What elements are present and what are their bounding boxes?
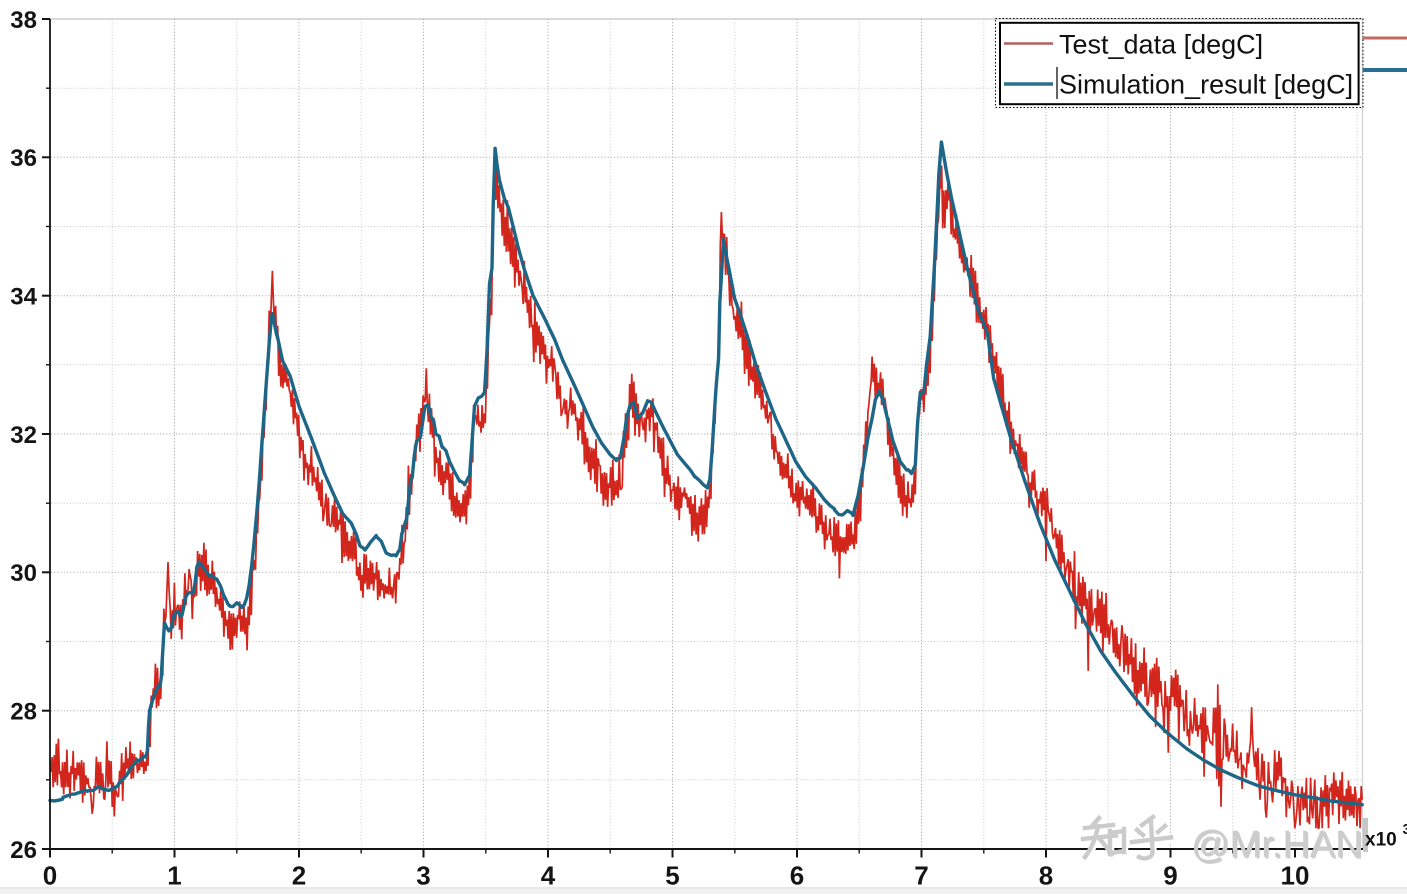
svg-text:3: 3 xyxy=(1403,821,1407,838)
svg-text:Test_data [degC]: Test_data [degC] xyxy=(1059,29,1263,59)
svg-text:32: 32 xyxy=(10,422,37,449)
svg-text:38: 38 xyxy=(10,7,37,34)
svg-text:34: 34 xyxy=(10,284,37,311)
svg-text:30: 30 xyxy=(10,560,37,587)
svg-text:9: 9 xyxy=(1163,861,1177,891)
svg-text:7: 7 xyxy=(914,861,928,891)
svg-text:10: 10 xyxy=(1281,861,1310,891)
svg-text:6: 6 xyxy=(790,861,804,891)
svg-text:Simulation_result [degC]: Simulation_result [degC] xyxy=(1059,70,1353,100)
svg-text:x10: x10 xyxy=(1365,830,1397,851)
svg-text:8: 8 xyxy=(1039,861,1053,891)
svg-text:@Mr.HAN: @Mr.HAN xyxy=(1191,824,1363,866)
svg-text:1: 1 xyxy=(167,861,181,891)
svg-text:26: 26 xyxy=(10,837,37,864)
svg-text:28: 28 xyxy=(10,699,37,726)
svg-text:@Mr.HAN: @Mr.HAN xyxy=(1193,826,1365,868)
svg-text:5: 5 xyxy=(665,861,679,891)
svg-text:3: 3 xyxy=(416,861,430,891)
svg-text:36: 36 xyxy=(10,145,37,172)
svg-text:0: 0 xyxy=(43,861,57,891)
svg-text:2: 2 xyxy=(292,861,306,891)
svg-text:4: 4 xyxy=(541,861,556,891)
